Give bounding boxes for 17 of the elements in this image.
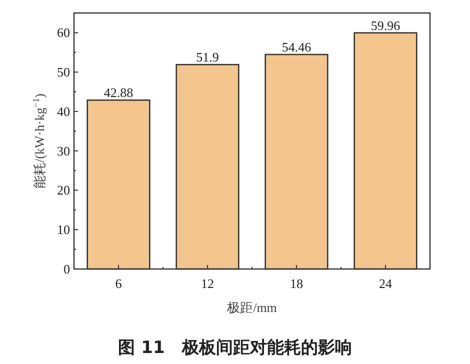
- y-tick-label: 60: [57, 25, 70, 40]
- data-label: 42.88: [104, 85, 134, 100]
- y-tick-label: 0: [64, 262, 70, 276]
- x-tick-label: 6: [115, 276, 122, 291]
- data-label: 51.9: [196, 50, 219, 65]
- data-label: 54.46: [282, 40, 312, 55]
- data-label: 59.96: [370, 18, 401, 33]
- x-tick-label: 24: [379, 276, 392, 291]
- x-tick-label: 18: [290, 276, 303, 291]
- y-tick-label: 50: [57, 64, 70, 80]
- y-tick-label: 20: [57, 182, 70, 198]
- text: 图 11 极板间距对能耗的影响: [118, 338, 352, 358]
- y-tick-label: 40: [57, 104, 70, 119]
- x-axis-title: 极距/mm: [226, 300, 277, 315]
- y-tick-label: 30: [57, 143, 70, 158]
- x-tick-label: 12: [201, 276, 214, 291]
- y-tick-label: 10: [57, 222, 70, 238]
